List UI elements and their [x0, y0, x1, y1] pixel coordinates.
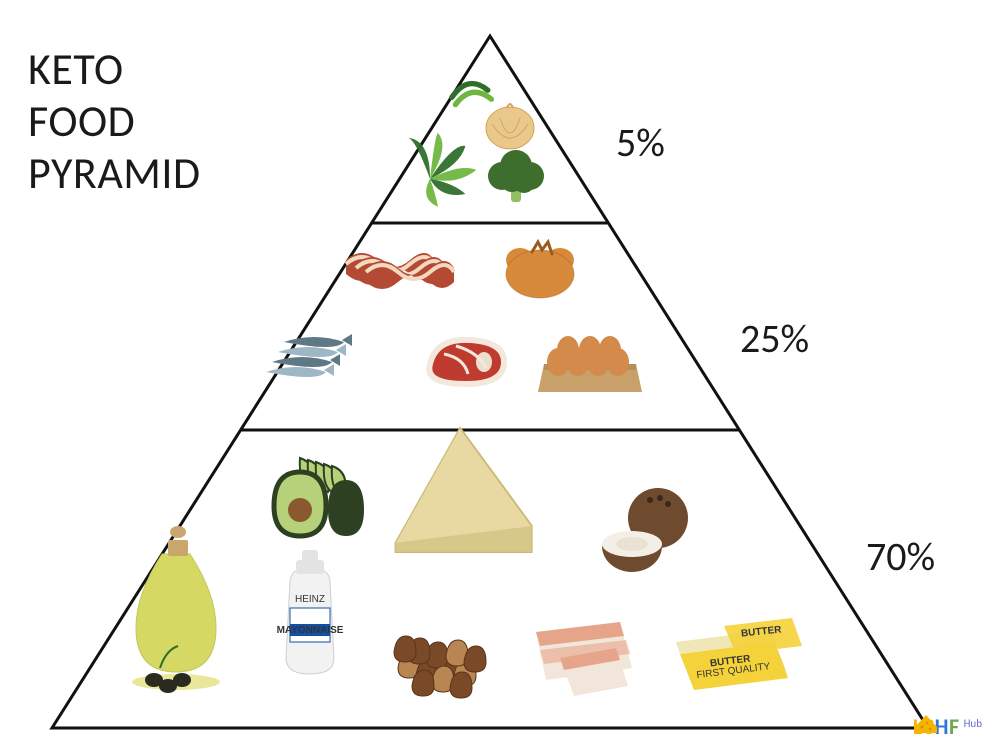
food-bacon — [346, 253, 454, 289]
food-steak — [429, 340, 504, 384]
food-lard — [536, 622, 632, 696]
food-green-beans — [452, 84, 492, 105]
food-broccoli — [488, 150, 544, 202]
lchf-hub-logo: LCHF Hub — [913, 713, 982, 740]
food-avocado — [274, 458, 364, 536]
food-oliveoil — [132, 526, 220, 693]
food-fish — [266, 334, 352, 377]
logo-sub: Hub — [964, 717, 982, 730]
svg-text:MAYONNAISE: MAYONNAISE — [277, 625, 344, 636]
food-cheese — [395, 428, 532, 553]
food-eggs — [538, 336, 642, 392]
cheese-icon — [913, 713, 939, 735]
food-nuts — [394, 636, 486, 698]
logo-letter-f: F — [949, 713, 960, 740]
infographic-stage: KETO FOOD PYRAMID 5% 25% 70% HEINZMAYONN… — [0, 0, 1000, 750]
food-mayo: HEINZ MAYONNAISE — [277, 550, 344, 674]
food-illustrations: HEINZ MAYONNAISE BUTTERFIRST QUALITYBUTTER — [0, 0, 1000, 750]
food-coconut — [602, 488, 688, 572]
svg-text:HEINZ: HEINZ — [295, 594, 325, 605]
food-chicken — [506, 242, 574, 298]
food-lettuce — [407, 133, 476, 207]
food-onion — [486, 104, 534, 149]
food-butter: BUTTERFIRST QUALITYBUTTER — [676, 618, 802, 690]
